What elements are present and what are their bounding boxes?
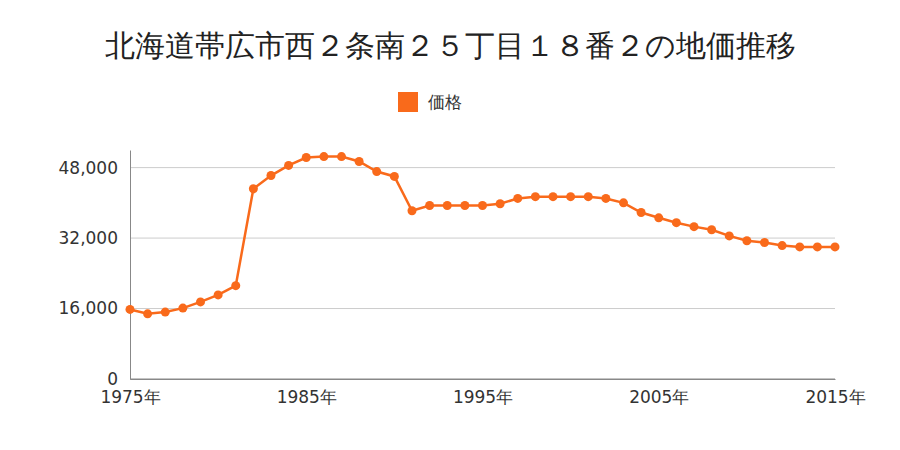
x-tick: 1975年 [100, 379, 160, 407]
y-axis: 0 16,000 32,000 48,000 [59, 151, 131, 389]
data-point [408, 206, 417, 215]
y-tick-label: 48,000 [59, 158, 118, 178]
y-axis-line [130, 151, 131, 380]
grid-line [130, 167, 835, 168]
data-point [337, 152, 346, 161]
data-point [390, 172, 399, 181]
data-point [425, 201, 434, 210]
data-point [637, 208, 646, 217]
data-point [513, 194, 522, 203]
y-tick-label: 32,000 [59, 228, 118, 248]
data-point [742, 236, 751, 245]
data-point [707, 225, 716, 234]
y-tick: 0 [107, 369, 130, 389]
data-point [214, 290, 223, 299]
plot-area [126, 152, 840, 318]
x-tick: 1995年 [453, 379, 513, 407]
x-tick-label: 1985年 [277, 387, 337, 407]
data-point [601, 194, 610, 203]
data-point [372, 167, 381, 176]
data-point [725, 231, 734, 240]
data-point [672, 218, 681, 227]
data-point [531, 192, 540, 201]
data-point [249, 184, 258, 193]
y-tick: 32,000 [59, 228, 130, 248]
x-tick-label: 1995年 [453, 387, 513, 407]
data-point [831, 242, 840, 251]
y-tick: 16,000 [59, 298, 130, 318]
x-tick-label: 1975年 [100, 387, 160, 407]
data-point [690, 222, 699, 231]
x-tick: 2015年 [805, 379, 865, 407]
data-point [760, 238, 769, 247]
legend-label: 価格 [428, 92, 462, 112]
grid-line [130, 308, 835, 309]
data-point [355, 157, 364, 166]
data-point [178, 304, 187, 313]
y-tick-label: 16,000 [59, 298, 118, 318]
data-point [619, 198, 628, 207]
x-tick-label: 2005年 [629, 387, 689, 407]
data-point [795, 242, 804, 251]
data-point [654, 213, 663, 222]
data-point [478, 201, 487, 210]
data-point [284, 161, 293, 170]
data-point [778, 241, 787, 250]
x-tick: 2005年 [629, 379, 689, 407]
legend-swatch [398, 92, 418, 112]
grid-line [130, 379, 835, 380]
data-point [584, 192, 593, 201]
grid [130, 168, 835, 379]
data-point [231, 281, 240, 290]
data-point [267, 171, 276, 180]
title: 北海道帯広市西２条南２５丁目１８番２の地価推移 [105, 28, 796, 63]
data-point [549, 192, 558, 201]
data-point [460, 201, 469, 210]
y-tick: 48,000 [59, 158, 130, 178]
data-point [319, 152, 328, 161]
data-point [126, 305, 135, 314]
x-axis: 1975年 1985年 1995年 2005年 2015年 [100, 379, 865, 407]
data-point [813, 242, 822, 251]
legend: 価格 [398, 92, 462, 112]
series-line [130, 157, 835, 314]
data-point [443, 201, 452, 210]
data-point [566, 192, 575, 201]
x-tick-label: 2015年 [805, 387, 865, 407]
data-point [161, 308, 170, 317]
chart: 北海道帯広市西２条南２５丁目１８番２の地価推移価格 0 16,000 32,000 48… [0, 0, 900, 450]
data-point [196, 297, 205, 306]
y-tick-label: 0 [107, 369, 118, 389]
x-axis-line [131, 379, 836, 380]
data-point [143, 309, 152, 318]
data-point [496, 199, 505, 208]
data-point [302, 153, 311, 162]
x-tick: 1985年 [277, 379, 337, 407]
